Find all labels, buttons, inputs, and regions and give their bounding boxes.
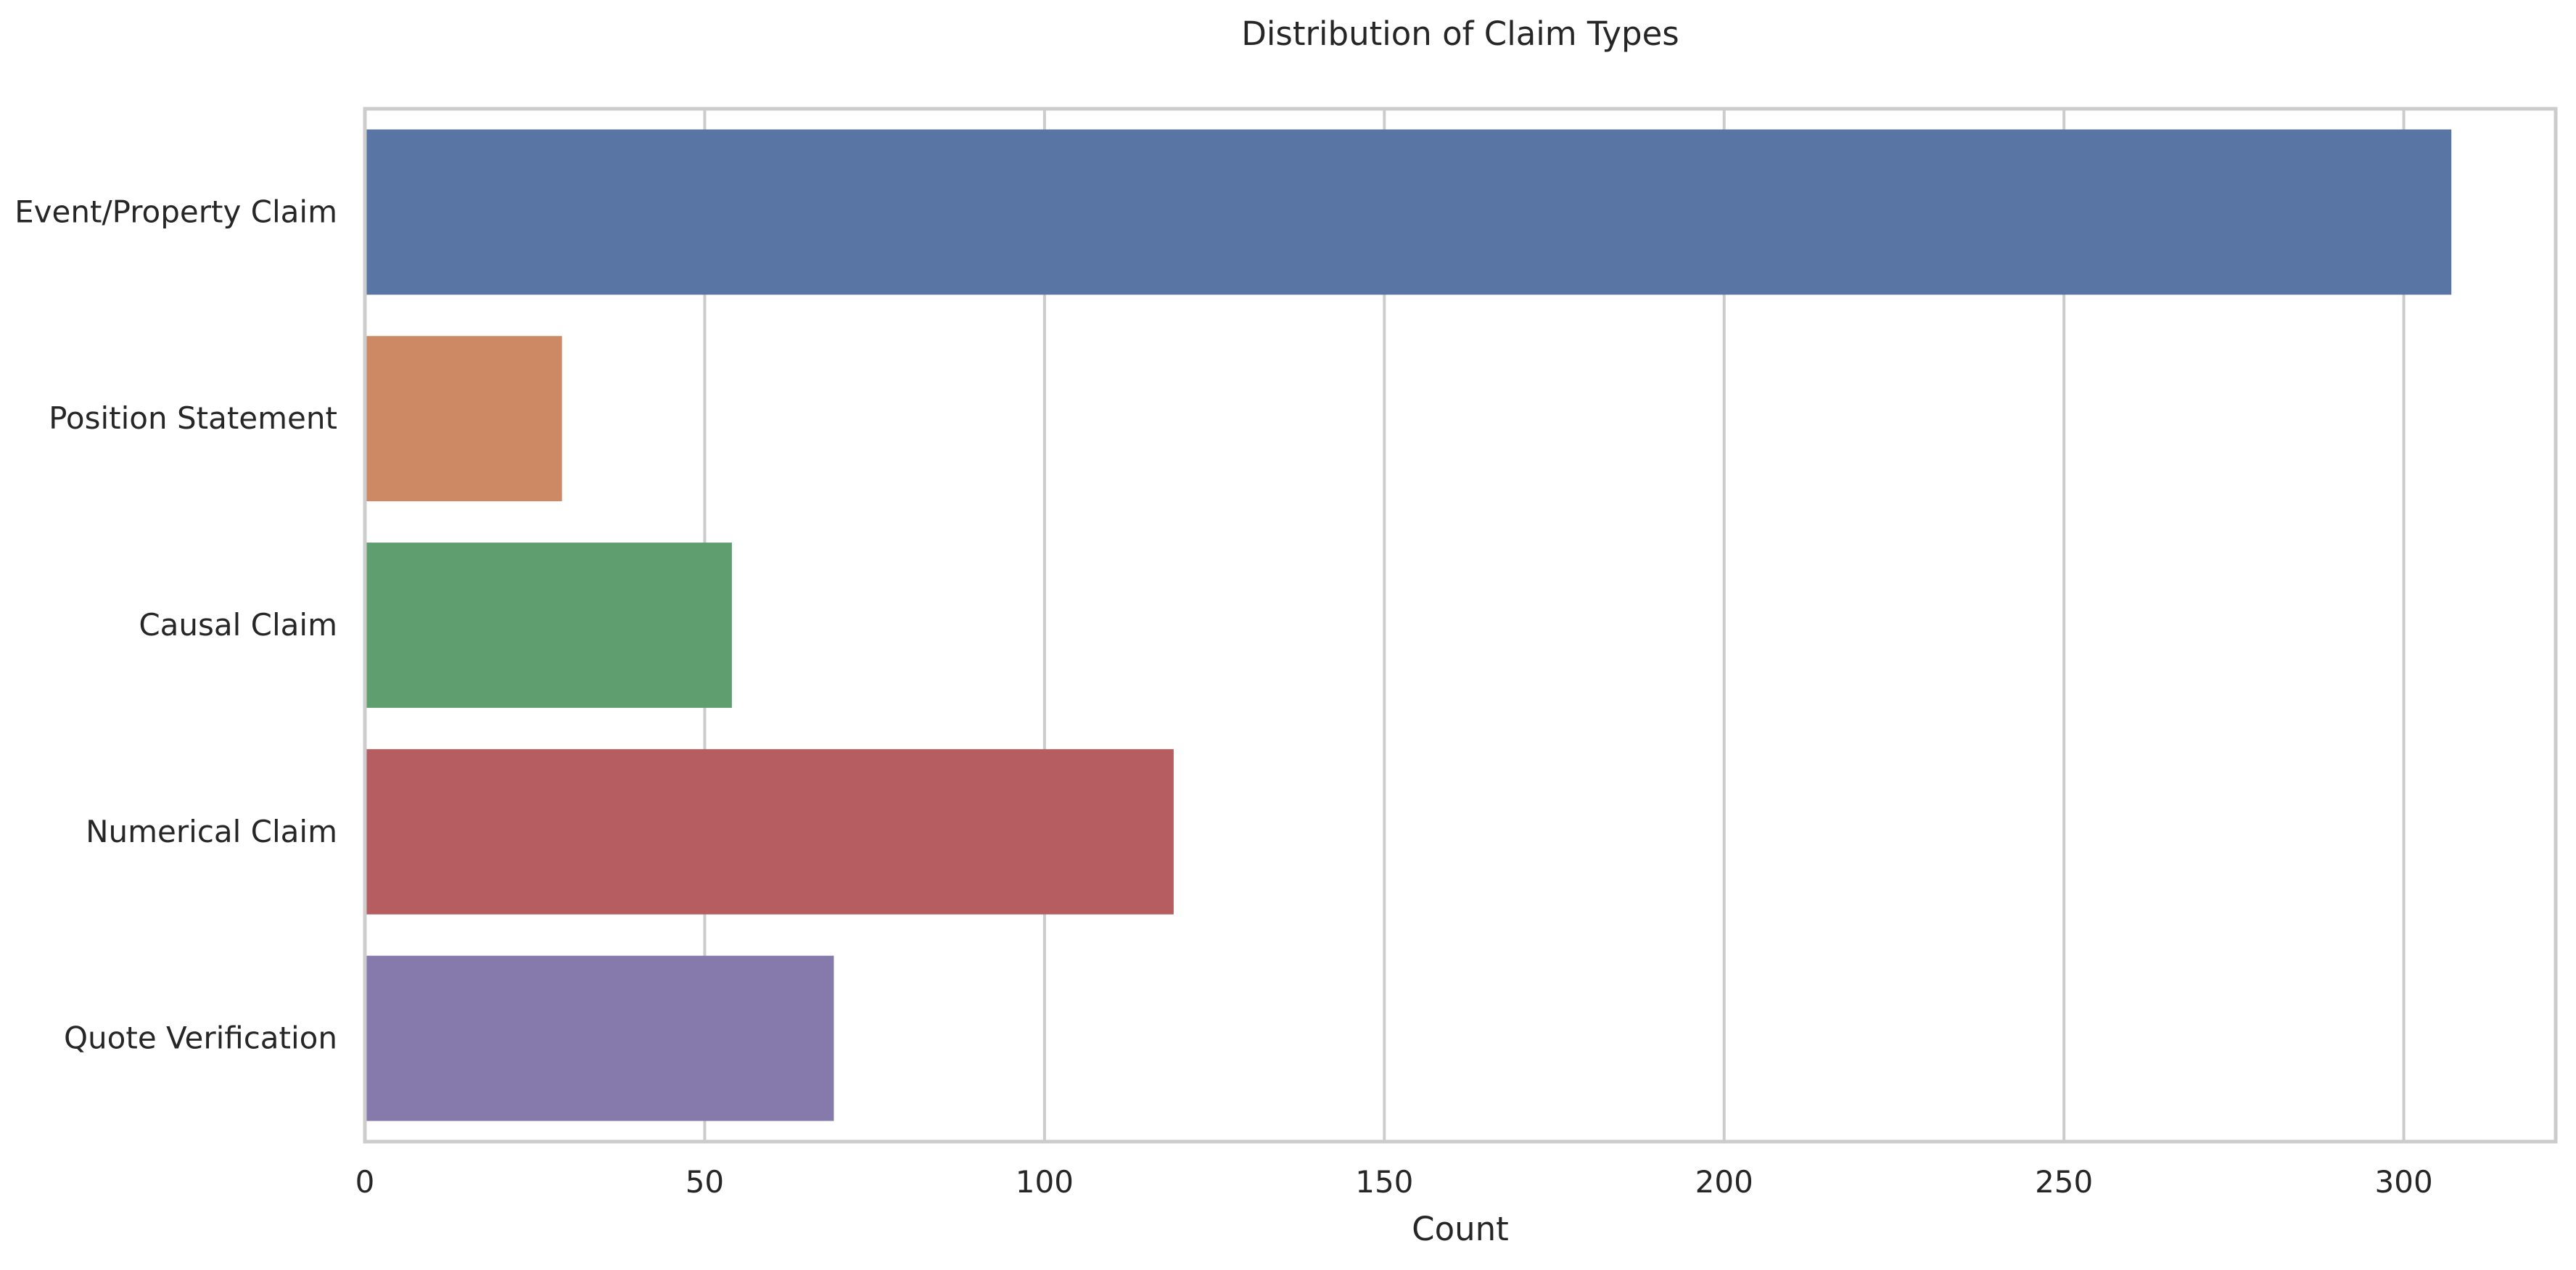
x-tick-label: 200 (1695, 1164, 1753, 1200)
bar (365, 543, 732, 708)
plot-frame (363, 107, 2558, 1144)
y-tick-label: Event/Property Claim (15, 194, 337, 229)
bar (365, 749, 1174, 915)
bar (365, 129, 2452, 295)
x-axis-label: Count (1412, 1210, 1509, 1248)
y-tick-label: Quote Verification (64, 1020, 337, 1056)
x-tick-label: 300 (2375, 1164, 2433, 1200)
x-tick-label: 50 (686, 1164, 724, 1200)
y-tick-label: Causal Claim (139, 607, 337, 643)
x-tick-label: 250 (2035, 1164, 2093, 1200)
x-tick-labels: 0 50 100 150 200 250 300 (355, 1164, 2433, 1200)
x-tick-label: 150 (1355, 1164, 1413, 1200)
bars (365, 129, 2452, 1121)
chart-title: Distribution of Claim Types (1241, 15, 1679, 53)
x-tick-label: 0 (355, 1164, 375, 1200)
y-tick-label: Numerical Claim (86, 814, 337, 849)
y-tick-label: Position Statement (49, 400, 337, 436)
y-tick-labels: Event/Property Claim Position Statement Ca… (15, 194, 337, 1055)
bar (365, 955, 834, 1121)
bar (365, 336, 562, 502)
x-tick-label: 100 (1016, 1164, 1074, 1200)
